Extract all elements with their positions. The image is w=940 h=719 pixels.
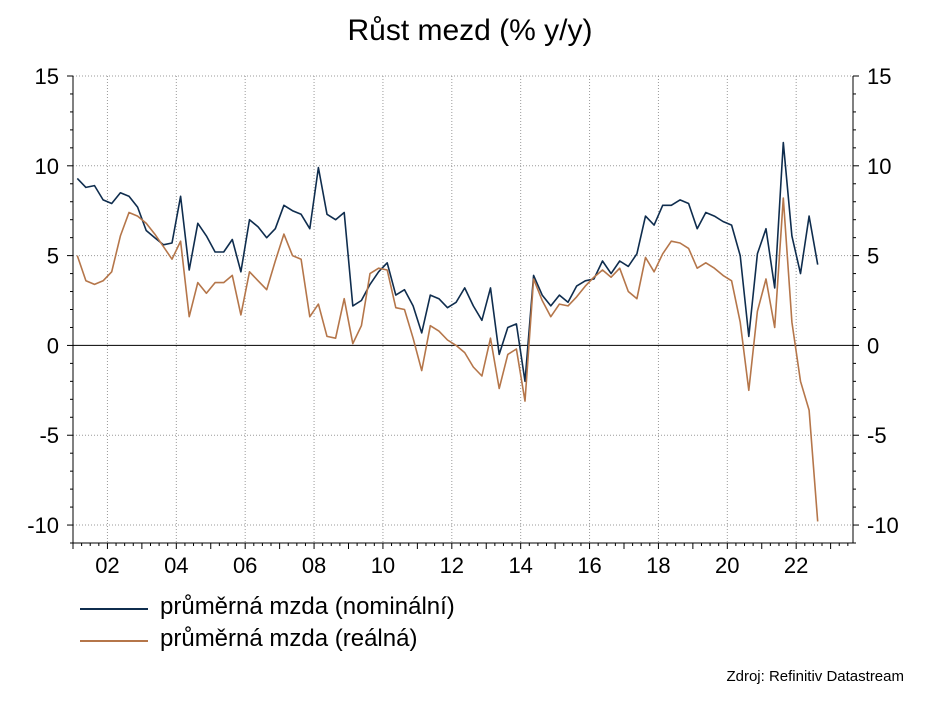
y-tick-label-right: -5: [867, 423, 887, 448]
series-line-real: [76, 197, 819, 522]
x-tick-label: 12: [440, 553, 464, 578]
y-tick-label-right: 0: [867, 333, 879, 358]
x-tick-label: 14: [508, 553, 532, 578]
x-tick-label: 06: [233, 553, 257, 578]
y-tick-label-right: 10: [867, 154, 891, 179]
y-tick-label-left: 0: [47, 333, 59, 358]
x-tick-label: 22: [784, 553, 808, 578]
x-tick-label: 16: [577, 553, 601, 578]
x-tick-label: 04: [164, 553, 188, 578]
legend-swatch-real: [80, 640, 148, 642]
legend-label-nominal: průměrná mzda (nominální): [160, 593, 455, 620]
y-tick-label-right: 5: [867, 244, 879, 269]
y-tick-label-left: 15: [35, 64, 59, 89]
y-tick-label-left: 10: [35, 154, 59, 179]
x-tick-label: 02: [95, 553, 119, 578]
source-note: Zdroj: Refinitiv Datastream: [726, 668, 904, 685]
x-tick-label: 08: [302, 553, 326, 578]
y-tick-label-left: 5: [47, 244, 59, 269]
legend-swatch-nominal: [80, 608, 148, 610]
chart-title: Růst mezd (% y/y): [347, 14, 593, 47]
x-tick-label: 20: [715, 553, 739, 578]
legend-label-real: průměrná mzda (reálná): [160, 625, 418, 652]
x-tick-label: 18: [646, 553, 670, 578]
series-line-nominal: [76, 141, 819, 383]
y-tick-label-right: 15: [867, 64, 891, 89]
y-tick-label-right: -10: [867, 513, 899, 538]
y-tick-label-left: -10: [27, 513, 59, 538]
x-tick-label: 10: [371, 553, 395, 578]
y-tick-label-left: -5: [39, 423, 59, 448]
